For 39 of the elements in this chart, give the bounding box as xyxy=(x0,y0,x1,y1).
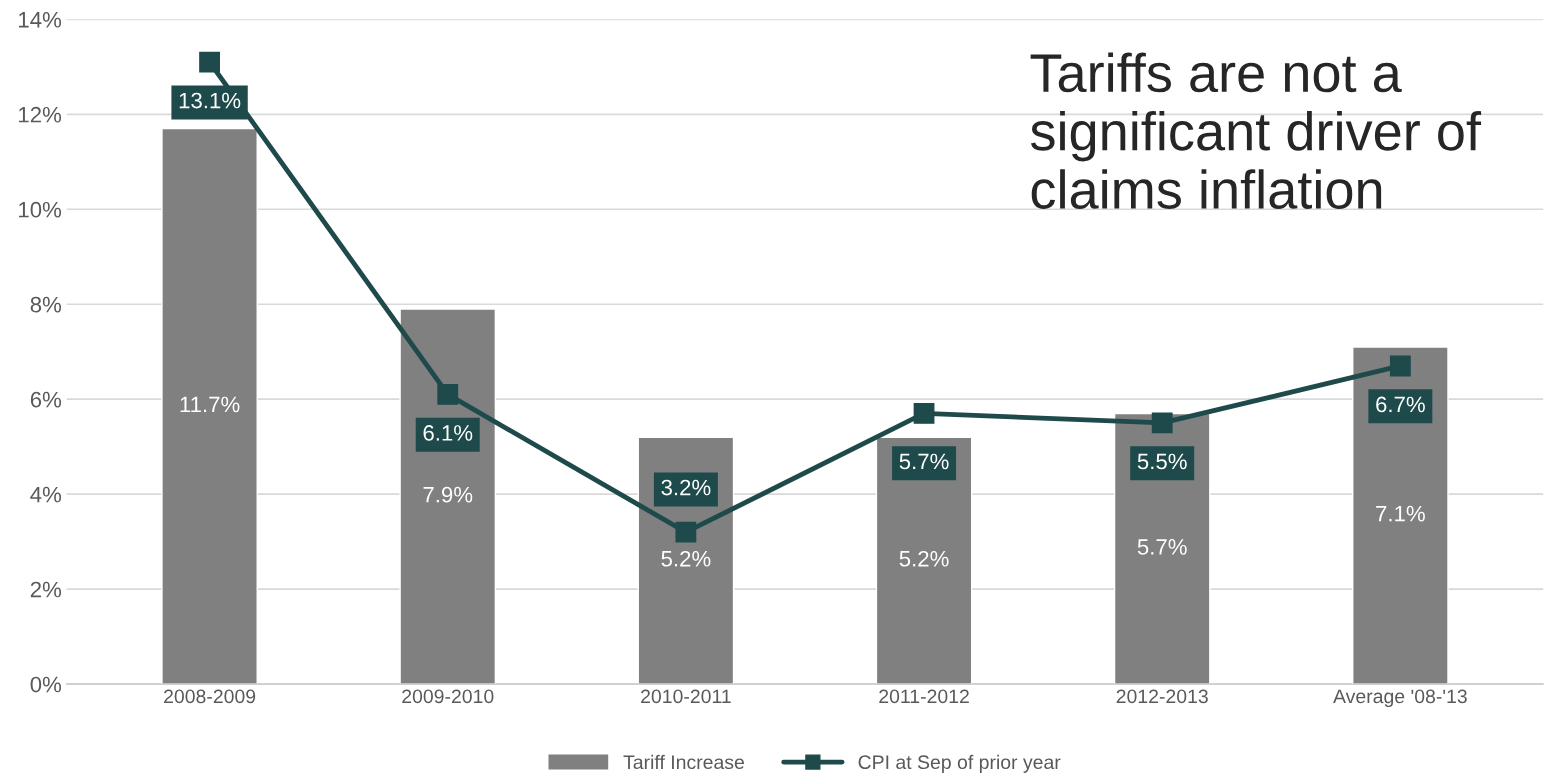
y-tick-label: 10% xyxy=(19,201,62,218)
legend-label: Tariff Increase xyxy=(623,754,744,770)
data-label: 5.2% xyxy=(661,550,711,567)
x-tick-label: 2009-2010 xyxy=(402,689,494,704)
data-label: 11.7% xyxy=(180,396,240,413)
bar xyxy=(161,127,258,685)
legend-label: CPI at Sep of prior year xyxy=(858,754,1061,773)
data-label: 13.1% xyxy=(179,92,241,109)
point xyxy=(913,403,935,424)
annotation: Tariffs are not a significant driver of claims inflation xyxy=(1030,52,1482,210)
x-tick-label: 2008-2009 xyxy=(164,689,256,704)
data-label: 5.5% xyxy=(1137,453,1187,470)
data-label: 6.7% xyxy=(1376,396,1425,413)
x-tick-label: 2011-2012 xyxy=(879,689,969,704)
y-tick-label: 6% xyxy=(30,391,62,408)
x-tick-label: Average '08-'13 xyxy=(1333,689,1467,708)
data-label: 5.7% xyxy=(899,453,949,470)
y-tick-label: 12% xyxy=(19,106,62,123)
point xyxy=(1389,355,1411,377)
data-label: 5.7% xyxy=(1137,539,1187,555)
bar xyxy=(875,436,973,685)
data-label: 3.2% xyxy=(661,479,711,496)
x-tick-label: 2012-2013 xyxy=(1116,689,1208,704)
bar xyxy=(1352,346,1449,685)
data-label: 7.1% xyxy=(1376,505,1425,522)
y-tick-label: 4% xyxy=(30,486,62,503)
data-label: 7.9% xyxy=(423,486,473,503)
y-tick-label: 8% xyxy=(30,296,62,313)
y-tick-label: 2% xyxy=(30,581,62,598)
data-label: 6.1% xyxy=(423,425,473,441)
y-tick-label: 0% xyxy=(30,676,62,693)
x-tick-label: 2010-2011 xyxy=(641,689,731,704)
data-label: 5.2% xyxy=(899,550,949,567)
point xyxy=(437,384,459,405)
y-tick-label: 14% xyxy=(19,11,62,28)
bar xyxy=(399,308,497,685)
point xyxy=(675,521,697,543)
point xyxy=(199,51,221,73)
point xyxy=(1151,412,1173,434)
